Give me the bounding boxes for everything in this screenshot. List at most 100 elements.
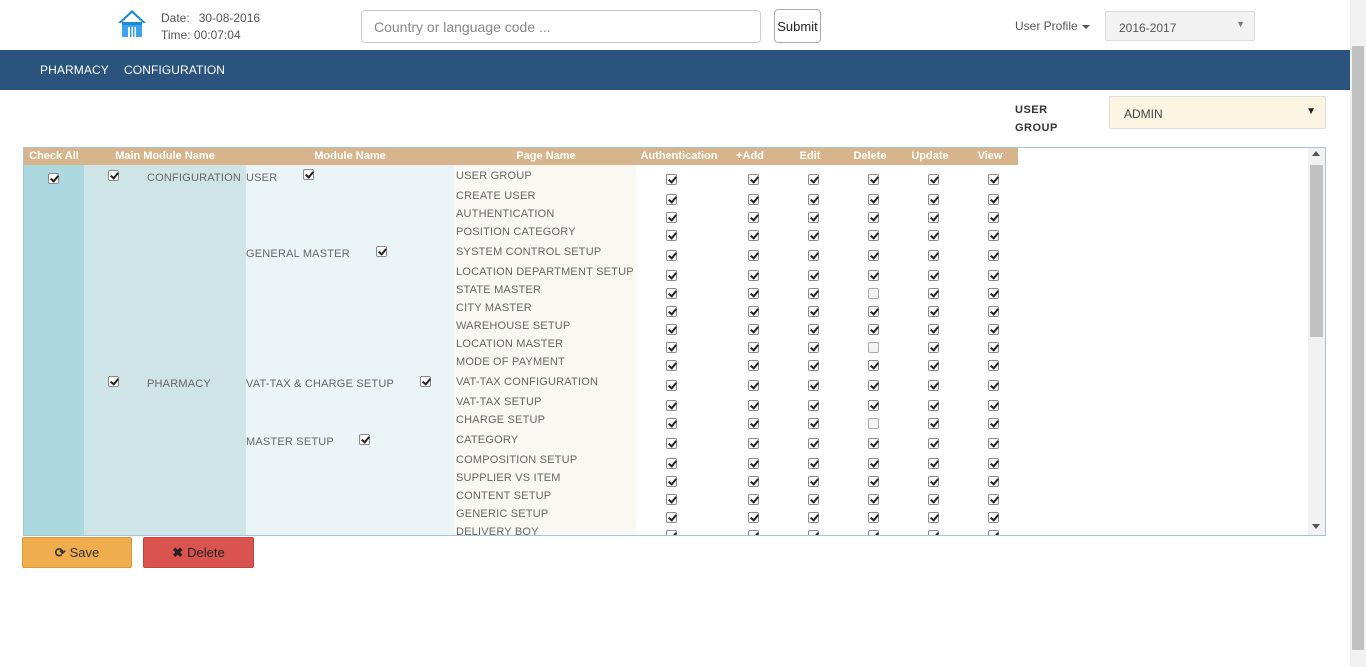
edit-checkbox[interactable] [808, 194, 819, 205]
edit-checkbox[interactable] [808, 476, 819, 487]
authentication-checkbox[interactable] [666, 400, 677, 411]
home-icon[interactable] [117, 8, 147, 38]
authentication-checkbox[interactable] [666, 438, 677, 449]
authentication-checkbox[interactable] [666, 212, 677, 223]
view-checkbox[interactable] [988, 174, 999, 185]
authentication-checkbox[interactable] [666, 324, 677, 335]
view-checkbox[interactable] [988, 400, 999, 411]
grid-scrollbar-thumb[interactable] [1310, 165, 1323, 337]
add-checkbox[interactable] [748, 438, 759, 449]
update-checkbox[interactable] [928, 324, 939, 335]
edit-checkbox[interactable] [808, 458, 819, 469]
authentication-checkbox[interactable] [666, 230, 677, 241]
view-checkbox[interactable] [988, 380, 999, 391]
edit-checkbox[interactable] [808, 250, 819, 261]
authentication-checkbox[interactable] [666, 306, 677, 317]
authentication-checkbox[interactable] [666, 476, 677, 487]
delete-checkbox[interactable] [868, 288, 879, 299]
authentication-checkbox[interactable] [666, 512, 677, 523]
delete-checkbox[interactable] [868, 360, 879, 371]
add-checkbox[interactable] [748, 476, 759, 487]
update-checkbox[interactable] [928, 250, 939, 261]
module-checkbox[interactable] [303, 169, 314, 180]
authentication-checkbox[interactable] [666, 342, 677, 353]
edit-checkbox[interactable] [808, 400, 819, 411]
view-checkbox[interactable] [988, 530, 999, 535]
delete-checkbox[interactable] [868, 530, 879, 535]
update-checkbox[interactable] [928, 212, 939, 223]
delete-checkbox[interactable] [868, 418, 879, 429]
view-checkbox[interactable] [988, 438, 999, 449]
financial-year-select[interactable]: 2016-2017 ▼ [1105, 11, 1255, 41]
view-checkbox[interactable] [988, 270, 999, 281]
module-checkbox[interactable] [420, 376, 431, 387]
update-checkbox[interactable] [928, 380, 939, 391]
edit-checkbox[interactable] [808, 174, 819, 185]
edit-checkbox[interactable] [808, 270, 819, 281]
nav-item-pharmacy[interactable]: PHARMACY [40, 63, 109, 77]
edit-checkbox[interactable] [808, 288, 819, 299]
view-checkbox[interactable] [988, 360, 999, 371]
search-input[interactable] [361, 10, 761, 43]
delete-checkbox[interactable] [868, 438, 879, 449]
delete-checkbox[interactable] [868, 270, 879, 281]
add-checkbox[interactable] [748, 380, 759, 391]
user-group-select[interactable]: ADMIN ▼ [1109, 96, 1326, 129]
delete-checkbox[interactable] [868, 174, 879, 185]
view-checkbox[interactable] [988, 212, 999, 223]
add-checkbox[interactable] [748, 270, 759, 281]
add-checkbox[interactable] [748, 494, 759, 505]
add-checkbox[interactable] [748, 306, 759, 317]
grid-scrollbar[interactable] [1308, 148, 1325, 535]
view-checkbox[interactable] [988, 512, 999, 523]
edit-checkbox[interactable] [808, 212, 819, 223]
edit-checkbox[interactable] [808, 418, 819, 429]
add-checkbox[interactable] [748, 212, 759, 223]
module-checkbox[interactable] [359, 434, 370, 445]
authentication-checkbox[interactable] [666, 360, 677, 371]
view-checkbox[interactable] [988, 230, 999, 241]
edit-checkbox[interactable] [808, 494, 819, 505]
main-module-checkbox[interactable] [108, 376, 119, 387]
view-checkbox[interactable] [988, 324, 999, 335]
view-checkbox[interactable] [988, 306, 999, 317]
edit-checkbox[interactable] [808, 438, 819, 449]
add-checkbox[interactable] [748, 250, 759, 261]
add-checkbox[interactable] [748, 512, 759, 523]
update-checkbox[interactable] [928, 400, 939, 411]
authentication-checkbox[interactable] [666, 458, 677, 469]
edit-checkbox[interactable] [808, 324, 819, 335]
authentication-checkbox[interactable] [666, 194, 677, 205]
update-checkbox[interactable] [928, 530, 939, 535]
view-checkbox[interactable] [988, 342, 999, 353]
add-checkbox[interactable] [748, 230, 759, 241]
authentication-checkbox[interactable] [666, 418, 677, 429]
save-button[interactable]: ⟳ Save [22, 537, 132, 568]
scroll-down-icon[interactable] [1312, 524, 1320, 529]
add-checkbox[interactable] [748, 400, 759, 411]
delete-checkbox[interactable] [868, 512, 879, 523]
update-checkbox[interactable] [928, 230, 939, 241]
update-checkbox[interactable] [928, 174, 939, 185]
delete-checkbox[interactable] [868, 230, 879, 241]
view-checkbox[interactable] [988, 288, 999, 299]
add-checkbox[interactable] [748, 194, 759, 205]
delete-checkbox[interactable] [868, 400, 879, 411]
update-checkbox[interactable] [928, 360, 939, 371]
module-checkbox[interactable] [376, 246, 387, 257]
update-checkbox[interactable] [928, 342, 939, 353]
authentication-checkbox[interactable] [666, 494, 677, 505]
authentication-checkbox[interactable] [666, 380, 677, 391]
update-checkbox[interactable] [928, 438, 939, 449]
delete-checkbox[interactable] [868, 494, 879, 505]
authentication-checkbox[interactable] [666, 530, 677, 535]
view-checkbox[interactable] [988, 418, 999, 429]
delete-checkbox[interactable] [868, 194, 879, 205]
update-checkbox[interactable] [928, 476, 939, 487]
view-checkbox[interactable] [988, 494, 999, 505]
delete-checkbox[interactable] [868, 342, 879, 353]
add-checkbox[interactable] [748, 458, 759, 469]
view-checkbox[interactable] [988, 250, 999, 261]
page-scrollbar-thumb[interactable] [1352, 46, 1364, 650]
delete-checkbox[interactable] [868, 458, 879, 469]
